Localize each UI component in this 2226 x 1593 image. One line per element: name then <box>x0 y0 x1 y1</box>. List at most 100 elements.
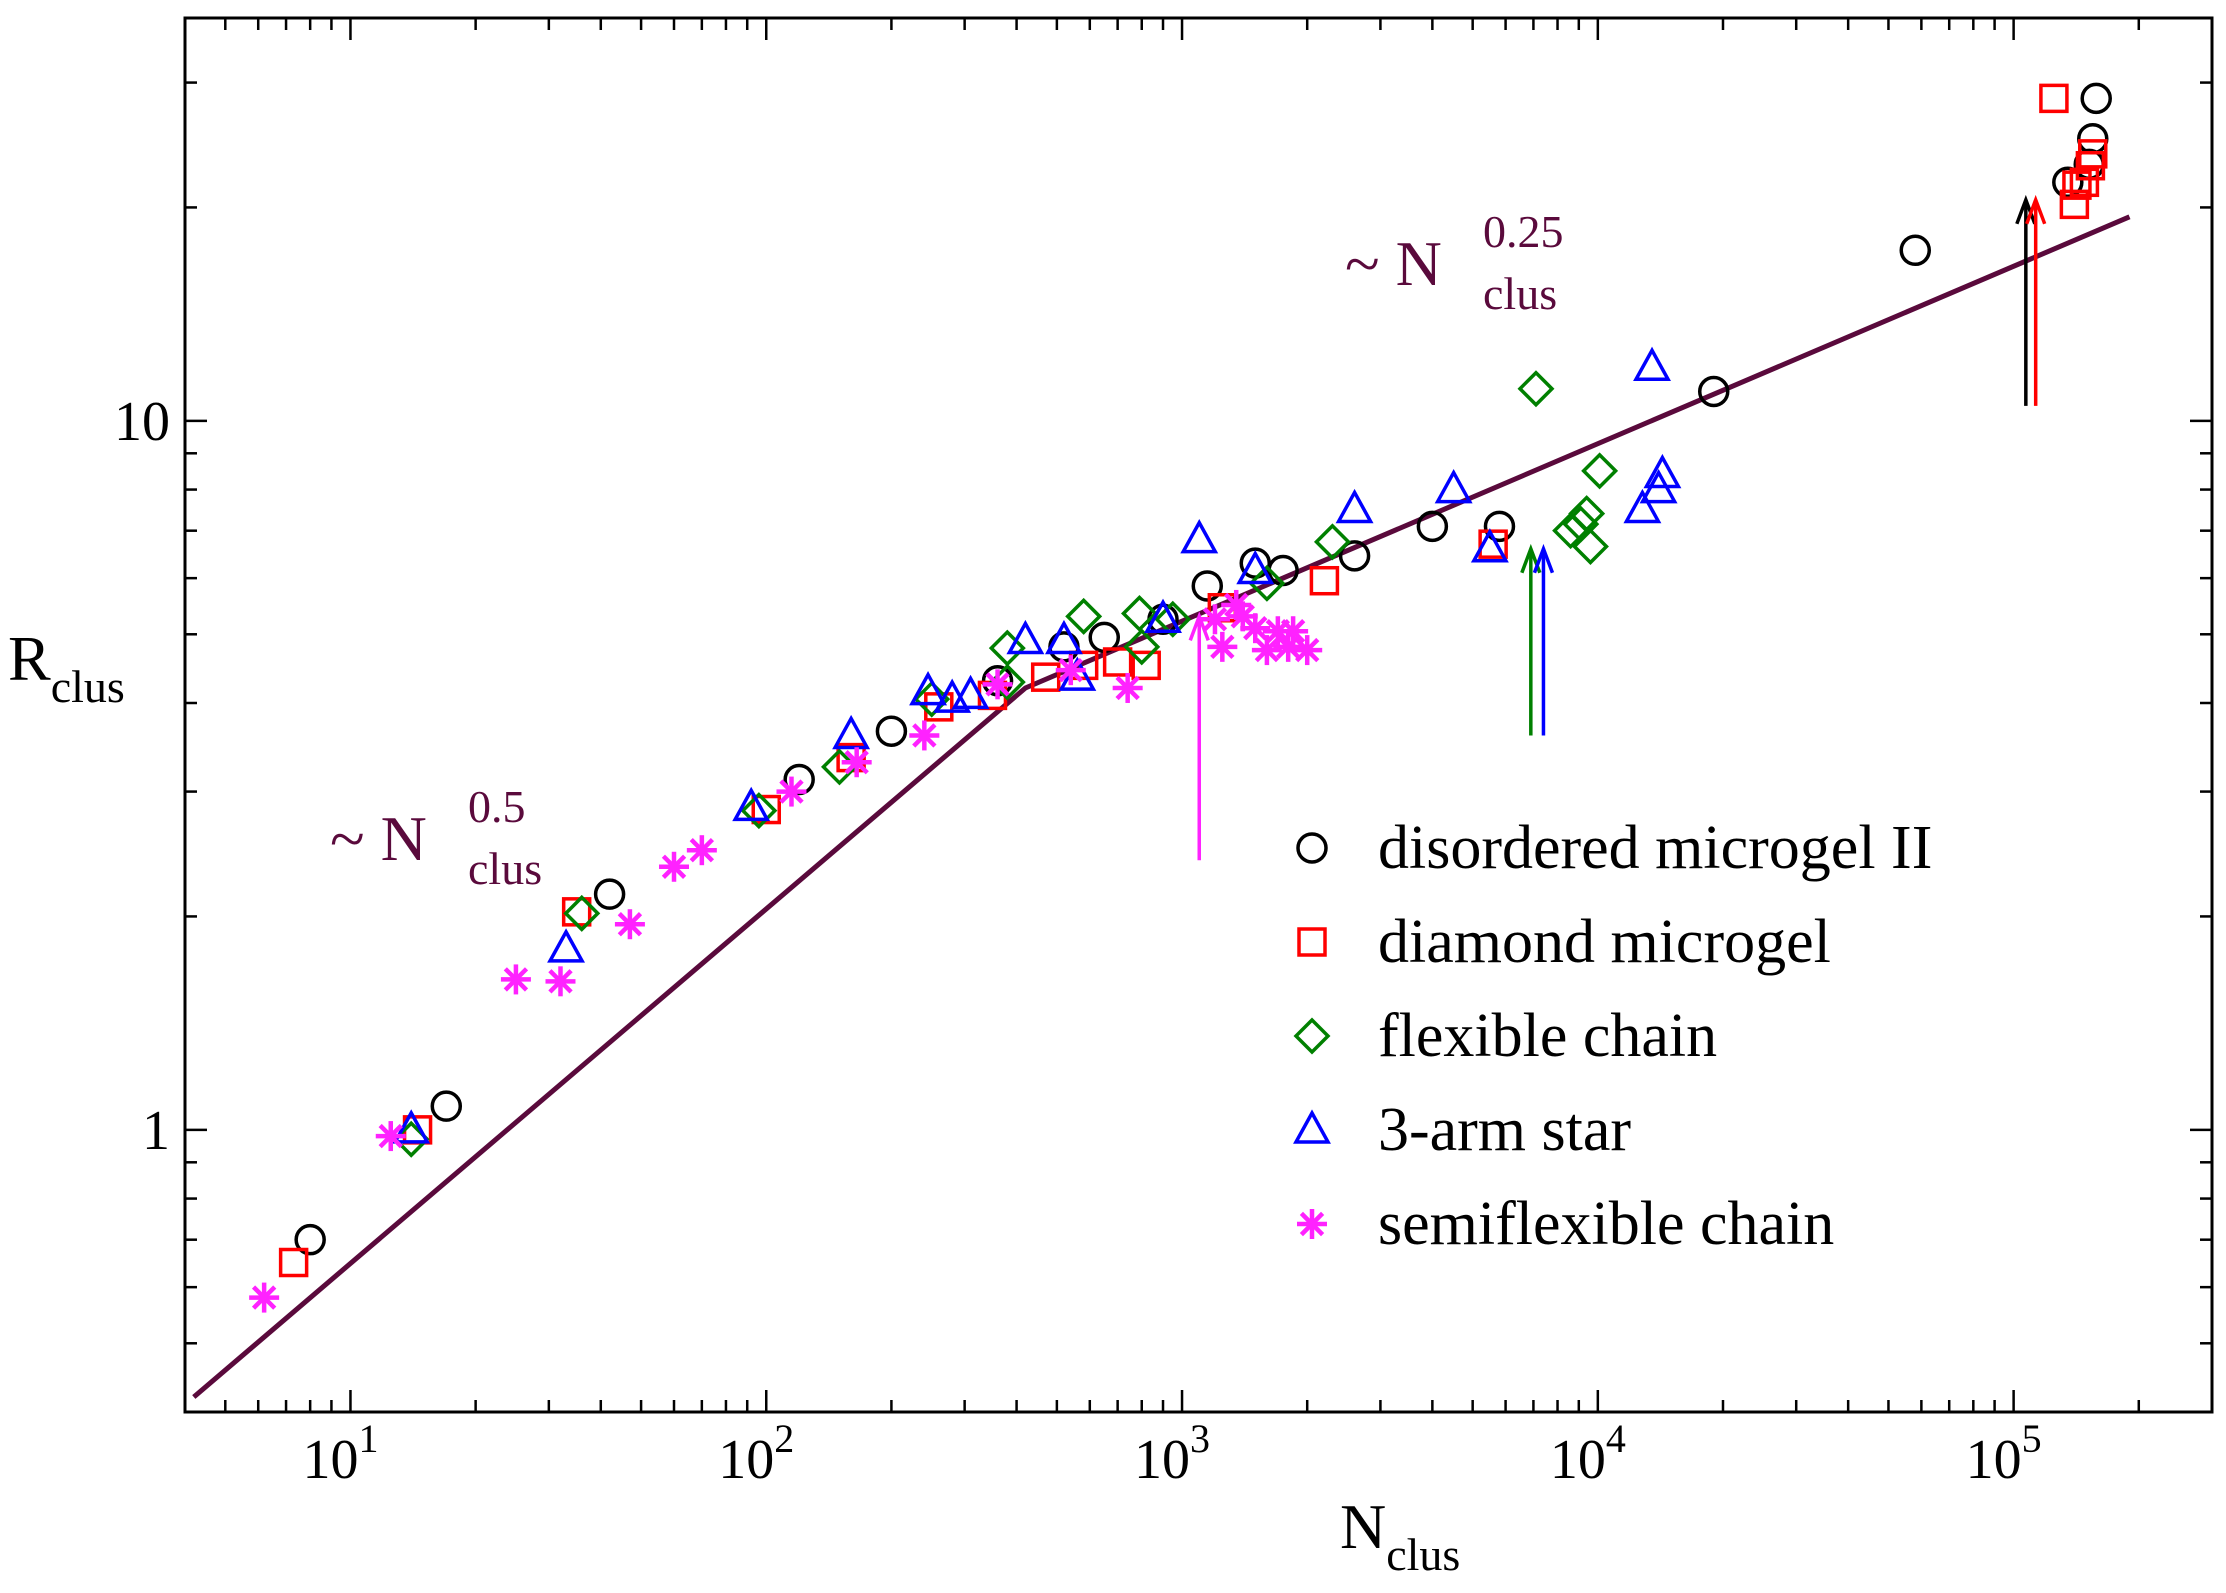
asterisk-stroke <box>1224 592 1249 618</box>
point-semiflexible-chain <box>776 776 807 807</box>
asterisk-stroke <box>689 837 715 863</box>
plot-border <box>183 16 2214 1414</box>
point-3-arm-star <box>1044 619 1083 655</box>
point-disordered-microgel-ii <box>430 1090 463 1122</box>
fit-line <box>192 214 2131 1399</box>
data-points <box>249 82 2112 1313</box>
point-3-arm-star <box>547 928 586 963</box>
point-flexible-chain <box>1065 597 1103 635</box>
asterisk-stroke <box>1202 607 1228 632</box>
annotation-exponent: 0.25 <box>1483 206 1564 257</box>
point-flexible-chain <box>1120 594 1158 632</box>
asterisk-stroke <box>617 912 643 937</box>
point-semiflexible-chain <box>659 851 690 882</box>
point-disordered-microgel-ii <box>2077 122 2109 155</box>
point-3-arm-star <box>1236 549 1275 585</box>
point-flexible-chain <box>913 680 951 718</box>
point-3-arm-star <box>732 786 771 822</box>
arrow-diamond-microgel <box>2025 194 2047 406</box>
asterisk-stroke <box>1254 637 1280 663</box>
asterisk-stroke <box>661 854 687 879</box>
point-semiflexible-chain <box>1240 613 1271 644</box>
point-semiflexible-chain <box>982 669 1013 700</box>
legend-item-flexible-chain: flexible chain <box>1293 1002 1717 1070</box>
x-axis-label-sub: clus <box>1386 1529 1460 1580</box>
point-flexible-chain <box>1248 564 1286 602</box>
point-semiflexible-chain <box>500 964 531 995</box>
point-3-arm-star <box>1633 346 1671 382</box>
point-3-arm-star <box>1144 598 1182 634</box>
point-3-arm-star <box>1623 488 1662 524</box>
arrow-disordered-microgel-ii <box>2015 194 2037 406</box>
point-disordered-microgel-ii <box>1416 510 1449 543</box>
fit-line-path <box>192 214 2131 1399</box>
plot-frame <box>183 16 2214 1414</box>
x-tick-label: 102 <box>718 1416 794 1491</box>
point-disordered-microgel-ii <box>1191 570 1224 602</box>
point-diamond-microgel <box>278 1247 309 1278</box>
point-disordered-microgel-ii <box>1088 621 1120 654</box>
series-semiflexible-chain <box>249 589 1323 1313</box>
point-semiflexible-chain <box>841 747 872 778</box>
y-tick-label: 10 <box>114 391 170 453</box>
point-disordered-microgel-ii <box>1483 510 1516 543</box>
point-semiflexible-chain <box>1199 604 1230 635</box>
point-flexible-chain <box>563 894 601 932</box>
point-semiflexible-chain <box>909 720 940 751</box>
arrow-head <box>1188 611 1210 641</box>
point-3-arm-star <box>1434 468 1473 504</box>
point-flexible-chain <box>1568 495 1606 533</box>
point-diamond-microgel <box>751 794 781 825</box>
annotation-subscript: clus <box>1483 268 1557 319</box>
point-diamond-microgel <box>2059 189 2090 220</box>
annotation-main: ~ N <box>330 803 427 874</box>
point-3-arm-star <box>909 671 948 706</box>
point-semiflexible-chain <box>686 835 717 866</box>
annotation-exponent: 0.5 <box>468 781 526 832</box>
annotation-slope-high: ~ N 0.25 clus <box>1345 206 1564 319</box>
point-semiflexible-chain <box>1292 635 1323 666</box>
asterisk-stroke <box>1299 1211 1325 1237</box>
point-semiflexible-chain <box>614 909 645 940</box>
point-semiflexible-chain <box>1055 655 1086 686</box>
x-tick-label: 101 <box>302 1416 378 1491</box>
legend-marker <box>1293 1109 1331 1144</box>
x-tick-exponent: 4 <box>1606 1416 1626 1461</box>
point-flexible-chain <box>1154 600 1192 638</box>
asterisk-stroke <box>378 1123 403 1149</box>
legend-label: semiflexible chain <box>1378 1190 1834 1258</box>
point-disordered-microgel-ii <box>1048 631 1080 663</box>
series-diamond-microgel <box>278 83 2108 1278</box>
point-semiflexible-chain <box>1278 616 1309 647</box>
point-disordered-microgel-ii <box>294 1223 326 1256</box>
point-semiflexible-chain <box>545 966 576 997</box>
asterisk-stroke <box>985 672 1010 697</box>
point-disordered-microgel-ii <box>1697 375 1730 408</box>
x-tick-exponent: 3 <box>1190 1416 1210 1461</box>
legend-marker <box>1296 832 1328 864</box>
point-diamond-microgel <box>1478 529 1508 559</box>
point-3-arm-star <box>1335 488 1374 524</box>
point-3-arm-star <box>951 674 990 710</box>
legend-item-3-arm-star: 3-arm star <box>1293 1096 1631 1164</box>
annotation-slope-low: ~ N 0.5 clus <box>330 781 542 894</box>
x-tick-exponent: 5 <box>2022 1416 2042 1461</box>
tick-labels: 101 102 103 104 105 1 10 <box>114 391 2042 1491</box>
point-flexible-chain <box>1571 528 1609 565</box>
point-disordered-microgel-ii <box>593 878 626 910</box>
asterisk-stroke <box>251 1285 277 1310</box>
x-tick-label: 105 <box>1966 1416 2042 1491</box>
point-flexible-chain <box>1313 523 1351 561</box>
asterisk-stroke <box>1230 604 1255 629</box>
arrow-flexible-chain <box>1520 543 1542 736</box>
legend: disordered microgel II diamond microgel fl… <box>1293 814 1932 1258</box>
legend-label: disordered microgel II <box>1378 814 1932 882</box>
asterisk-stroke <box>1210 634 1235 660</box>
asterisk-stroke <box>1280 619 1306 644</box>
y-axis-label: Rclus <box>8 623 125 712</box>
point-diamond-microgel <box>1309 565 1340 596</box>
annotation-main: ~ N <box>1345 228 1442 299</box>
point-3-arm-star <box>1006 619 1045 655</box>
x-tick-label: 103 <box>1134 1416 1210 1491</box>
point-disordered-microgel-ii <box>2080 82 2112 115</box>
